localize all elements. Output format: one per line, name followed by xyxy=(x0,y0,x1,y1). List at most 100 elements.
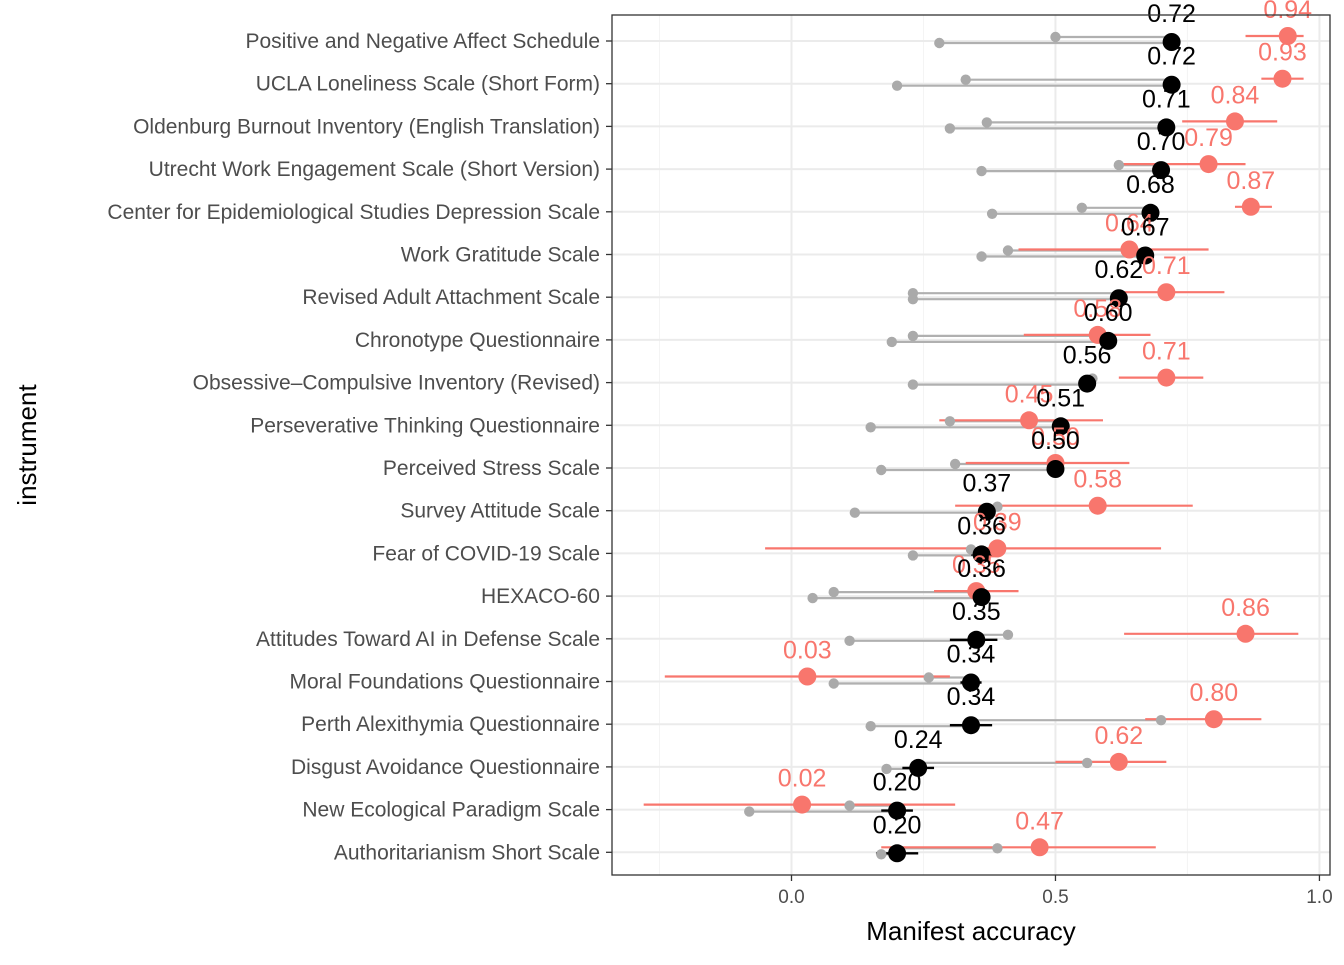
red-value-label: 0.35 xyxy=(952,551,1001,579)
grey-point xyxy=(1081,757,1093,769)
black-point xyxy=(977,502,996,521)
red-value-label: 0.84 xyxy=(1211,81,1260,109)
grey-point xyxy=(828,678,839,689)
y-tick-label: Perseverative Thinking Questionnaire xyxy=(250,414,600,437)
grey-point xyxy=(907,288,919,299)
y-tick-label: Oldenburg Burnout Inventory (English Tra… xyxy=(133,115,600,138)
y-tick-label: HEXACO-60 xyxy=(481,585,600,608)
y-tick-label: New Ecological Paradigm Scale xyxy=(302,799,600,822)
red-point xyxy=(1204,710,1223,729)
red-value-label: 0.87 xyxy=(1226,167,1275,195)
grey-point xyxy=(876,464,887,476)
x-tick-label: 1.0 xyxy=(1306,887,1332,908)
black-point xyxy=(962,673,980,692)
y-axis-title: instrument xyxy=(12,384,42,506)
red-point xyxy=(1030,838,1049,857)
red-point xyxy=(1157,283,1176,302)
red-value-label: 0.93 xyxy=(1258,39,1307,67)
black-point xyxy=(962,716,980,735)
red-point xyxy=(988,539,1007,558)
y-tick-label: Perth Alexithymia Questionnaire xyxy=(301,713,600,736)
black-point xyxy=(1157,118,1176,137)
red-value-label: 0.58 xyxy=(1073,295,1122,323)
y-tick-label: Utrecht Work Engagement Scale (Short Ver… xyxy=(149,158,600,181)
black-point xyxy=(972,545,991,564)
y-tick-label: Work Gratitude Scale xyxy=(401,244,600,267)
grey-point xyxy=(1076,202,1088,213)
black-point xyxy=(1136,246,1155,265)
black-value-label: 0.20 xyxy=(873,811,922,839)
black-value-label: 0.72 xyxy=(1147,43,1196,71)
y-axis: Positive and Negative Affect Schedule UCL… xyxy=(107,30,612,864)
red-point xyxy=(1157,368,1176,387)
black-point xyxy=(1109,289,1128,308)
grey-point xyxy=(1002,629,1014,640)
red-value-label: 0.58 xyxy=(1073,466,1122,494)
points xyxy=(744,27,1297,863)
red-value-label: 0.79 xyxy=(1184,124,1233,152)
black-value-label: 0.67 xyxy=(1121,214,1170,242)
red-value-label: 0.94 xyxy=(1263,0,1312,24)
y-tick-label: Disgust Avoidance Questionnaire xyxy=(291,756,600,779)
y-tick-label: Survey Attitude Scale xyxy=(400,500,600,523)
grey-point xyxy=(1155,715,1167,726)
grey-point xyxy=(865,721,876,732)
grey-point xyxy=(1002,245,1014,256)
x-axis: 0.0 0.5 1.0 xyxy=(778,875,1333,908)
red-value-label: 0.02 xyxy=(778,765,827,793)
black-value-label: 0.51 xyxy=(1036,384,1085,412)
red-point xyxy=(1199,155,1218,174)
red-point xyxy=(1236,624,1255,643)
y-tick-label: Positive and Negative Affect Schedule xyxy=(245,30,600,53)
grey-point xyxy=(891,80,903,91)
grey-point xyxy=(949,458,961,470)
red-value-label: 0.80 xyxy=(1190,679,1239,707)
y-tick-label: Chronotype Questionnaire xyxy=(355,329,600,352)
black-value-label: 0.35 xyxy=(952,598,1001,626)
grey-point xyxy=(907,330,919,342)
red-point xyxy=(1020,411,1039,430)
grey-point xyxy=(886,336,898,348)
black-point xyxy=(1046,460,1065,478)
black-value-label: 0.50 xyxy=(1031,427,1080,455)
black-value-label: 0.36 xyxy=(957,555,1006,583)
black-point xyxy=(888,801,907,820)
black-point xyxy=(1162,75,1181,94)
red-point xyxy=(798,667,817,686)
grey-point xyxy=(844,635,855,646)
grey-point xyxy=(923,672,934,683)
grey-point xyxy=(744,806,755,817)
red-value-label: 0.62 xyxy=(1094,722,1143,750)
black-value-label: 0.70 xyxy=(1137,128,1186,156)
red-point xyxy=(793,795,812,814)
red-point xyxy=(1120,240,1139,259)
black-value-label: 0.56 xyxy=(1063,342,1112,370)
grey-point xyxy=(981,117,993,128)
grey-point xyxy=(876,849,887,860)
red-value-label: 0.45 xyxy=(1005,380,1054,408)
y-tick-label: Center for Epidemiological Studies Depre… xyxy=(107,201,600,224)
y-tick-label: Attitudes Toward AI in Defense Scale xyxy=(256,628,600,651)
black-point xyxy=(909,758,928,777)
black-value-label: 0.24 xyxy=(894,726,943,754)
y-tick-label: UCLA Loneliness Scale (Short Form) xyxy=(256,73,600,96)
red-value-label: 0.39 xyxy=(973,508,1022,536)
x-axis-title: Manifest accuracy xyxy=(866,916,1076,946)
grey-point xyxy=(907,379,919,390)
black-point xyxy=(1162,33,1181,51)
black-value-label: 0.36 xyxy=(957,512,1006,540)
grey-point xyxy=(881,763,892,775)
black-point xyxy=(1099,331,1118,350)
grey-point xyxy=(907,550,919,561)
black-value-label: 0.60 xyxy=(1084,299,1133,327)
grey-point xyxy=(807,592,818,604)
grey-point xyxy=(944,123,956,134)
y-tick-label: Authoritarianism Short Scale xyxy=(334,841,600,864)
red-point xyxy=(1109,752,1128,771)
x-tick-label: 0.0 xyxy=(778,887,804,908)
grey-point xyxy=(960,74,971,85)
black-point xyxy=(1141,203,1160,222)
grey-point xyxy=(976,165,987,177)
red-value-label: 0.03 xyxy=(783,637,832,665)
red-value-label: 0.86 xyxy=(1221,594,1270,622)
